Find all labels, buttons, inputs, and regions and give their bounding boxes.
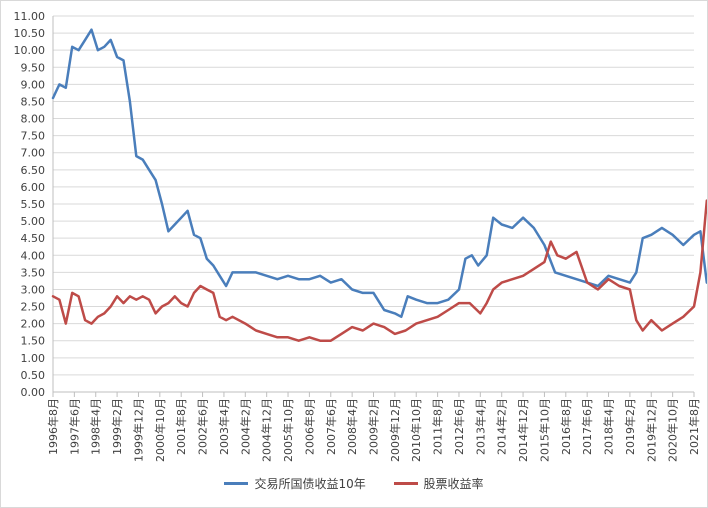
series-line-0 bbox=[51, 28, 708, 319]
y-axis-tick-labels: 0.00 0.50 1.00 1.50 2.00 2.50 3.00 3.50 4.00 4.50… bbox=[14, 10, 46, 399]
y-tick-label: 9.50 bbox=[21, 61, 46, 74]
axes bbox=[52, 16, 695, 397]
y-tick-label: 0.50 bbox=[21, 369, 46, 382]
chart-legend: 交易所国债收益10年 股票收益率 bbox=[0, 474, 708, 492]
grid-lines bbox=[53, 15, 694, 376]
y-tick-label: 7.00 bbox=[21, 147, 46, 160]
x-tick-label: 2021年8月 bbox=[687, 398, 701, 455]
x-tick-label: 2014年2月 bbox=[495, 398, 509, 455]
y-tick-label: 2.50 bbox=[21, 301, 46, 314]
x-tick-label: 2016年8月 bbox=[559, 398, 573, 455]
y-tick-label: 5.50 bbox=[21, 198, 46, 211]
x-tick-label: 2012年6月 bbox=[452, 398, 466, 455]
y-tick-label: 8.00 bbox=[21, 113, 46, 126]
legend-swatch-bond-yield bbox=[224, 482, 249, 485]
y-tick-label: 10.00 bbox=[14, 44, 46, 57]
legend-item-stock-yield: 股票收益率 bbox=[393, 475, 484, 492]
legend-label-stock-yield: 股票收益率 bbox=[423, 477, 484, 491]
x-tick-label: 2009年2月 bbox=[367, 398, 381, 455]
y-tick-label: 7.50 bbox=[21, 130, 46, 143]
x-tick-label: 2007年6月 bbox=[324, 398, 338, 455]
legend-swatch-stock-yield bbox=[393, 482, 418, 485]
y-tick-label: 5.00 bbox=[21, 215, 46, 228]
x-tick-label: 1996年8月 bbox=[46, 398, 60, 455]
x-tick-label: 1998年4月 bbox=[89, 398, 103, 455]
y-tick-label: 1.50 bbox=[21, 335, 46, 348]
x-tick-label: 2011年8月 bbox=[431, 398, 445, 455]
x-tick-label: 2014年12月 bbox=[516, 398, 530, 462]
x-tick-label: 2018年4月 bbox=[602, 398, 616, 455]
series-lines bbox=[51, 28, 708, 342]
x-tick-label: 2009年12月 bbox=[388, 398, 402, 462]
x-tick-label: 2019年12月 bbox=[644, 398, 658, 462]
x-axis-tick-labels: 1996年8月 1997年6月 1998年4月 1999年2月 1999年12月 2000… bbox=[46, 398, 701, 462]
y-tick-label: 2.00 bbox=[21, 318, 46, 331]
y-tick-label: 3.50 bbox=[21, 266, 46, 279]
x-tick-label: 2001年8月 bbox=[174, 398, 188, 455]
y-tick-label: 11.00 bbox=[14, 10, 46, 23]
x-tick-label: 2013年4月 bbox=[473, 398, 487, 455]
x-tick-label: 1997年6月 bbox=[67, 398, 81, 455]
x-tick-label: 2000年10月 bbox=[153, 398, 167, 462]
x-tick-label: 2008年4月 bbox=[345, 398, 359, 455]
x-tick-label: 2004年12月 bbox=[260, 398, 274, 462]
x-tick-label: 2006年8月 bbox=[302, 398, 316, 455]
x-tick-label: 2020年10月 bbox=[666, 398, 680, 462]
series-line-1 bbox=[51, 199, 708, 342]
x-tick-label: 2015年10月 bbox=[537, 398, 551, 462]
y-tick-label: 10.50 bbox=[14, 27, 46, 40]
x-tick-label: 2005年10月 bbox=[281, 398, 295, 462]
x-tick-label: 2017年6月 bbox=[580, 398, 594, 455]
x-tick-label: 1999年2月 bbox=[110, 398, 124, 455]
y-tick-label: 6.00 bbox=[21, 181, 46, 194]
y-tick-label: 8.50 bbox=[21, 95, 46, 108]
y-tick-label: 3.00 bbox=[21, 283, 46, 296]
legend-label-bond-yield: 交易所国债收益10年 bbox=[254, 477, 366, 491]
y-tick-label: 1.00 bbox=[21, 352, 46, 365]
x-tick-label: 2003年4月 bbox=[217, 398, 231, 455]
y-tick-label: 4.00 bbox=[21, 249, 46, 262]
x-tick-label: 2010年10月 bbox=[409, 398, 423, 462]
legend-item-bond-yield: 交易所国债收益10年 bbox=[224, 475, 366, 492]
y-tick-label: 6.50 bbox=[21, 164, 46, 177]
y-tick-label: 9.00 bbox=[21, 78, 46, 91]
x-tick-label: 2019年2月 bbox=[623, 398, 637, 455]
y-tick-label: 4.50 bbox=[21, 232, 46, 245]
x-tick-label: 2004年2月 bbox=[238, 398, 252, 455]
x-tick-label: 2002年6月 bbox=[196, 398, 210, 455]
y-tick-label: 0.00 bbox=[21, 386, 46, 399]
x-tick-label: 1999年12月 bbox=[131, 398, 145, 462]
line-chart: 0.00 0.50 1.00 1.50 2.00 2.50 3.00 3.50 4.00 4.50… bbox=[14, 10, 708, 462]
